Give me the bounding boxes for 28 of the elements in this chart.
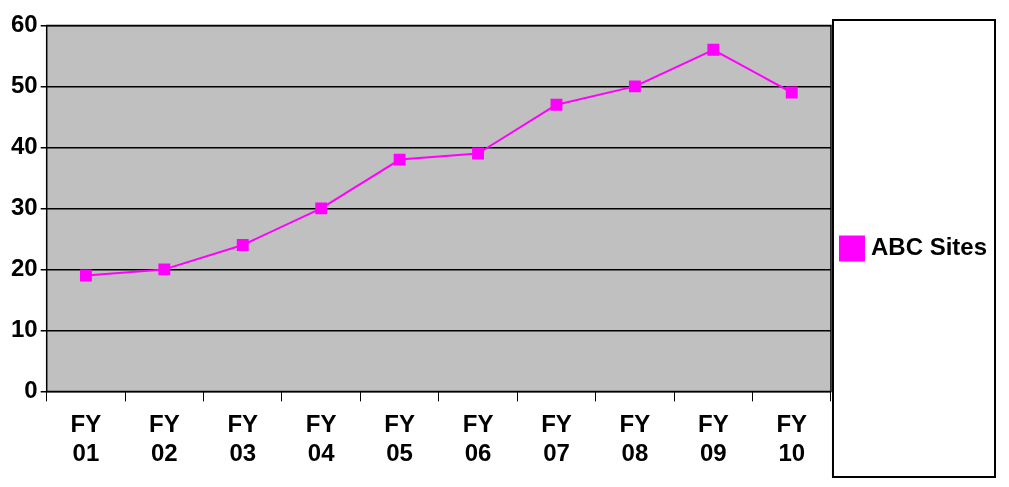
x-tick-label: FY 04 — [305, 410, 337, 467]
point — [315, 202, 328, 215]
x-tick-label: FY 08 — [619, 410, 651, 467]
y-tick-label: 50 — [10, 71, 38, 99]
x-tick-label: FY 03 — [227, 410, 259, 467]
y-tick-label: 0 — [24, 376, 38, 404]
point — [550, 98, 563, 111]
y-tick-label: 30 — [10, 193, 38, 221]
point — [79, 269, 92, 282]
point — [628, 80, 641, 93]
x-tick-label: FY 01 — [70, 410, 102, 467]
point — [707, 43, 720, 56]
point — [393, 153, 406, 166]
y-tick-label: 10 — [10, 315, 38, 343]
x-tick-label: FY 10 — [776, 410, 808, 467]
point — [785, 86, 798, 99]
y-tick-label: 20 — [10, 254, 38, 282]
x-tick-label: FY 07 — [541, 410, 572, 467]
y-tick-label: 60 — [10, 10, 38, 38]
x-tick-label: FY 02 — [149, 410, 180, 467]
x-tick-label: FY 06 — [462, 410, 494, 467]
point — [472, 147, 484, 160]
point — [236, 239, 249, 251]
x-tick-label: FY 09 — [698, 410, 729, 467]
y-tick-label: 40 — [10, 132, 38, 160]
x-tick-label: FY 05 — [384, 410, 415, 467]
point — [158, 263, 171, 276]
legend-label: ABC Sites — [870, 233, 987, 261]
